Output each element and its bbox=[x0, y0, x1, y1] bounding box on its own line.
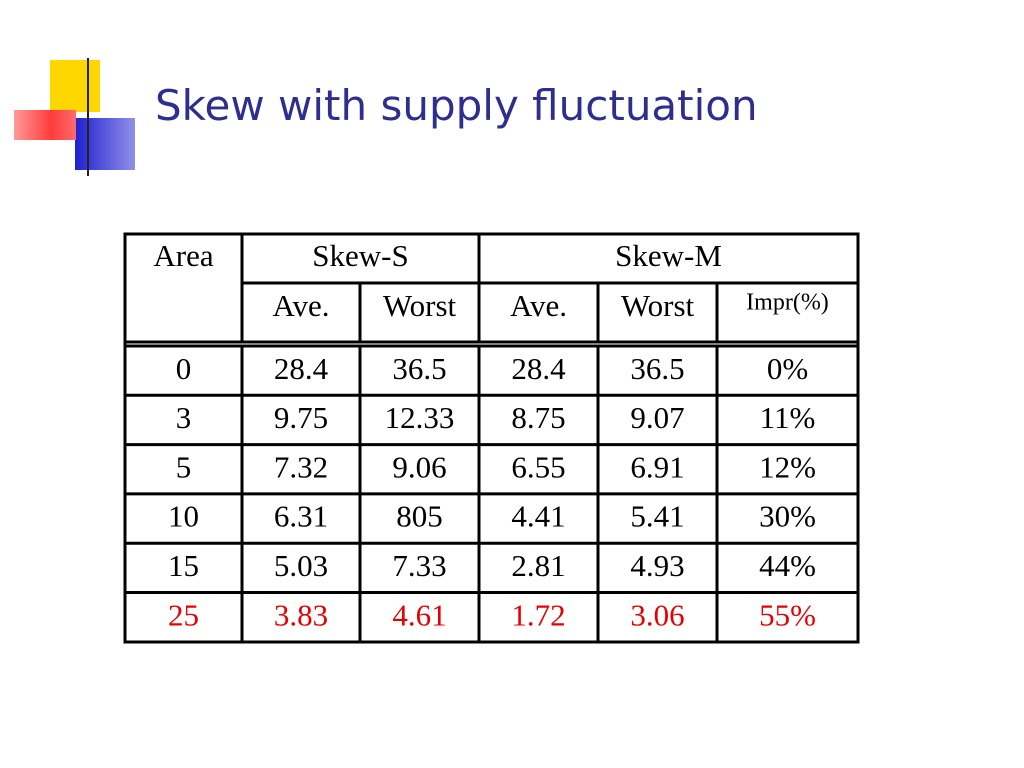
header-cell: Area bbox=[153, 238, 213, 273]
table-cell: 4.61 bbox=[392, 597, 446, 632]
table-cell: 12% bbox=[759, 449, 816, 484]
table-cell: 9.06 bbox=[392, 449, 446, 484]
table-cell: 0% bbox=[767, 351, 808, 386]
header-cell: Worst bbox=[621, 288, 695, 323]
table-cell: 12.33 bbox=[385, 400, 455, 435]
table-cell: 805 bbox=[396, 499, 443, 534]
table-cell: 30% bbox=[759, 499, 816, 534]
table-cell: 7.32 bbox=[274, 449, 328, 484]
table-cell: 3 bbox=[176, 400, 192, 435]
header-cell: Skew-S bbox=[312, 238, 408, 273]
table-cell: 1.72 bbox=[511, 597, 565, 632]
table-cell: 5.41 bbox=[630, 499, 684, 534]
table-cell: 7.33 bbox=[392, 548, 446, 583]
table-cell: 9.07 bbox=[630, 400, 684, 435]
header-cell: Ave. bbox=[510, 288, 567, 323]
table-cell: 5.03 bbox=[274, 548, 328, 583]
table-cell: 3.06 bbox=[630, 597, 684, 632]
table-cell: 10 bbox=[168, 499, 199, 534]
table-cell: 8.75 bbox=[511, 400, 565, 435]
header-cell: Worst bbox=[383, 288, 457, 323]
table-cell: 2.81 bbox=[511, 548, 565, 583]
table-cell: 5 bbox=[176, 449, 192, 484]
table-cell: 36.5 bbox=[630, 351, 684, 386]
table-cell: 28.4 bbox=[274, 351, 329, 386]
logo-decoration bbox=[14, 58, 960, 176]
table-cell: 11% bbox=[760, 400, 816, 435]
header-cell: Impr(%) bbox=[746, 290, 829, 316]
slide-title: Skew with supply fluctuation bbox=[155, 81, 758, 130]
table-cell: 28.4 bbox=[511, 351, 566, 386]
table-cell: 6.31 bbox=[274, 499, 328, 534]
table-cell: 15 bbox=[168, 548, 199, 583]
header-cell: Skew-M bbox=[615, 238, 722, 273]
table-cell: 44% bbox=[759, 548, 816, 583]
table-cell: 36.5 bbox=[392, 351, 446, 386]
table-cell: 25 bbox=[168, 597, 199, 632]
table-cell: 6.91 bbox=[630, 449, 684, 484]
table-cell: 55% bbox=[759, 597, 816, 632]
table-cell: 9.75 bbox=[274, 400, 328, 435]
table-cell: 3.83 bbox=[274, 597, 328, 632]
table-cell: 4.41 bbox=[511, 499, 565, 534]
table-cell: 6.55 bbox=[511, 449, 565, 484]
table-cell: 4.93 bbox=[630, 548, 684, 583]
header-cell: Ave. bbox=[272, 288, 329, 323]
table-cell: 0 bbox=[176, 351, 192, 386]
table: Area Skew-S Skew-M Ave. Worst Ave. Worst Impr(%… bbox=[123, 232, 860, 644]
